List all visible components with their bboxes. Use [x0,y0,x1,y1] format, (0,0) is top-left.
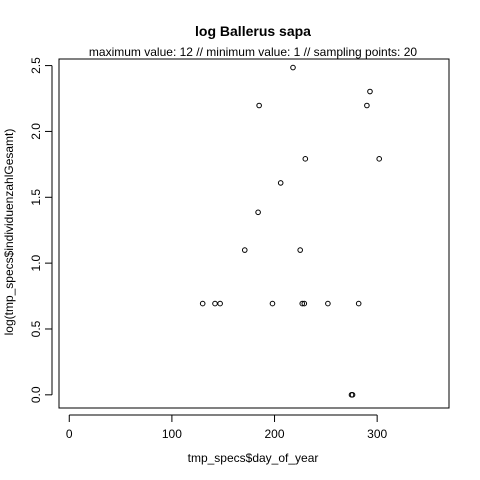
y-tick-label: 0.0 [29,386,43,403]
y-axis: 0.0 0.5 1.0 1.5 2.0 2.5 [29,57,53,403]
y-tick-label: 0.5 [29,320,43,337]
y-axis-label: log(tmp_specs$individuenzahlGesamt) [2,129,16,336]
data-point [355,300,362,307]
data-point [367,88,373,95]
data-point [297,247,303,253]
y-tick-label: 2.0 [29,123,43,140]
y-tick-label: 1.0 [29,254,43,271]
data-point [364,102,370,109]
data-point [212,300,218,307]
data-point [302,156,309,162]
data-point [199,300,206,307]
data-point [349,392,356,398]
data-point [217,300,223,307]
data-point [299,300,306,307]
data-point [301,300,308,307]
chart-title: log Ballerus sapa [195,23,311,39]
data-point [325,300,331,307]
data-point [256,102,262,109]
x-axis-label: tmp_specs$day_of_year [188,451,319,465]
y-tick-label: 1.5 [29,189,43,206]
plot-frame [58,58,450,409]
data-point [376,156,383,162]
x-tick-label: 100 [162,427,182,441]
data-point [241,247,248,253]
data-point [269,300,276,307]
x-axis: 0 100 200 300 [66,414,387,441]
x-tick-label: 300 [367,427,387,441]
data-point [290,64,296,71]
x-tick-label: 200 [265,427,285,441]
x-tick-label: 0 [66,427,73,441]
data-point [255,209,261,216]
data-point [277,180,284,186]
y-tick-label: 2.5 [29,57,43,74]
data-points [199,64,383,398]
chart-subtitle: maximum value: 12 // minimum value: 1 //… [89,45,417,59]
